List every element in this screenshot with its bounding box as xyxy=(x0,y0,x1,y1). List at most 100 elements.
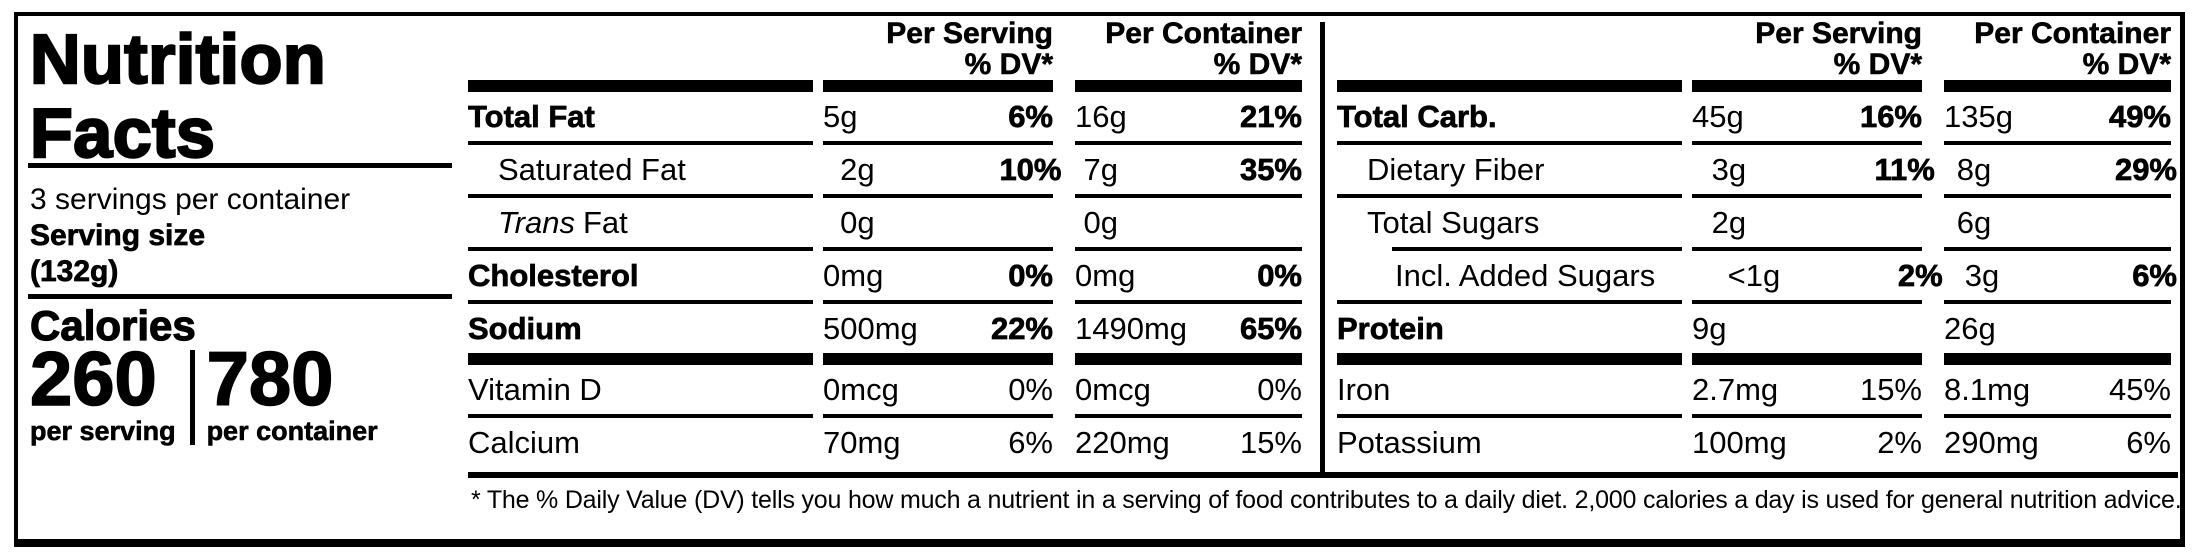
nutrient-row: Cholesterol 0mg 0% 0mg 0% xyxy=(468,251,1303,300)
amount-per-serving: <1g xyxy=(1727,257,1781,293)
thin-rule xyxy=(1337,141,2177,145)
dv-per-container: 0% xyxy=(1257,257,1303,293)
servings-per-container: 3 servings per container xyxy=(30,183,351,216)
nutrient-row: Trans Fat 0g 0g xyxy=(468,198,1302,247)
amount-per-serving: 500mg xyxy=(823,310,918,346)
amount-per-serving: 70mg xyxy=(823,424,901,460)
dv-per-container: 0% xyxy=(1257,371,1302,407)
calories-caption: per container xyxy=(206,416,378,446)
nutrient-row: Vitamin D 0mcg 0% 0mcg 0% xyxy=(468,365,1302,414)
per-serving-header: Per Serving xyxy=(886,17,1053,50)
amount-per-container: 3g xyxy=(1964,257,2000,293)
nutrient-panel-left: Per Serving Per Container % DV* % DV* To… xyxy=(468,16,1303,476)
nutrient-label: Total Carb. xyxy=(1337,98,1497,134)
nutrient-row: Total Fat 5g 6% 16g 21% xyxy=(468,92,1303,141)
thin-rule xyxy=(1337,414,2177,418)
calories-row: 260 per serving 780 per container xyxy=(29,337,378,446)
amount-per-serving: 45g xyxy=(1692,98,1744,134)
footnote: * The % Daily Value (DV) tells you how m… xyxy=(471,486,2182,514)
nutrient-row: Incl. Added Sugars <1g 2% 3g 6% xyxy=(1337,251,2177,300)
dv-per-serving: 16% xyxy=(1859,98,1923,134)
nutrient-label: Potassium xyxy=(1337,424,1482,460)
dv-per-serving: 22% xyxy=(990,310,1054,346)
amount-per-container: 0mcg xyxy=(1075,371,1151,407)
nutrient-label: Sodium xyxy=(468,310,582,346)
nutrient-row: Sodium 500mg 22% 1490mg 65% xyxy=(468,304,1303,353)
amount-per-container: 8g xyxy=(1956,151,1992,187)
dv-per-container: 49% xyxy=(2108,98,2172,134)
per-container-header: Per Container xyxy=(1105,17,1302,50)
nutrient-row: Total Carb. 45g 16% 135g 49% xyxy=(1337,92,2177,141)
thin-rule xyxy=(468,141,1302,145)
nutrient-label: Calcium xyxy=(468,424,580,460)
thick-rule xyxy=(468,353,1302,365)
calories-divider xyxy=(189,350,195,445)
amount-per-serving: 0mcg xyxy=(823,371,899,407)
nutrient-label: Iron xyxy=(1337,371,1391,407)
calories-per-container: 780 per container xyxy=(206,337,378,446)
nutrient-panel-right: Per Serving Per Container % DV* % DV* To… xyxy=(1337,16,2178,476)
amount-per-container: 6g xyxy=(1956,204,1992,240)
dv-per-serving: 0% xyxy=(1008,371,1053,407)
column-headers: Per Serving Per Container % DV* % DV* xyxy=(468,16,1302,81)
divider xyxy=(28,163,452,168)
dv-per-container: 65% xyxy=(1239,310,1303,346)
dv-per-serving: 0% xyxy=(1008,257,1054,293)
thick-rule xyxy=(468,80,1302,92)
thin-rule xyxy=(468,300,1302,304)
amount-per-serving: 100mg xyxy=(1692,424,1787,460)
amount-per-container: 0mg xyxy=(1075,257,1136,293)
amount-per-container: 7g xyxy=(1083,151,1118,187)
nutrient-row: Protein 9g 26g xyxy=(1337,304,2177,353)
dv-per-container: 15% xyxy=(1239,424,1302,460)
percent-dv-header: % DV* xyxy=(964,48,1053,81)
amount-per-container: 220mg xyxy=(1075,424,1170,460)
thick-rule xyxy=(1337,353,2177,365)
nutrient-label: Dietary Fiber xyxy=(1367,151,1545,187)
amount-per-serving: 0g xyxy=(840,204,875,240)
nutrient-label: Cholesterol xyxy=(468,257,639,293)
thin-rule xyxy=(468,194,1302,198)
amount-per-serving: 2g xyxy=(1711,204,1747,240)
serving-size-value: (132g) xyxy=(30,255,119,289)
amount-per-serving: 3g xyxy=(1711,151,1747,187)
percent-dv-header: % DV* xyxy=(1213,48,1302,81)
label-title: Nutrition Facts xyxy=(29,20,327,172)
nutrient-label: Incl. Added Sugars xyxy=(1395,257,1656,293)
dv-per-serving: 15% xyxy=(1859,371,1922,407)
nutrient-row: Calcium 70mg 6% 220mg 15% xyxy=(468,418,1302,467)
amount-per-container: 8.1mg xyxy=(1944,371,2031,407)
dv-per-container: 6% xyxy=(2132,257,2178,293)
nutrient-row: Saturated Fat 2g 10% 7g 35% xyxy=(468,145,1302,194)
footnote-divider xyxy=(468,472,2178,478)
dv-per-serving: 6% xyxy=(1008,424,1053,460)
divider xyxy=(28,294,452,299)
nutrient-label: Total Sugars xyxy=(1367,204,1540,240)
title-line-2: Facts xyxy=(29,94,216,172)
thick-rule xyxy=(1337,80,2177,92)
nutrient-label: Protein xyxy=(1337,310,1444,346)
thin-rule xyxy=(468,414,1302,418)
dv-per-serving: 11% xyxy=(1874,151,1935,187)
amount-per-container: 135g xyxy=(1944,98,2013,134)
calories-per-serving: 260 per serving xyxy=(29,341,176,446)
dv-per-container: 35% xyxy=(1239,151,1303,187)
title-line-1: Nutrition xyxy=(29,20,327,98)
amount-per-container: 26g xyxy=(1944,310,1996,346)
dv-per-container: 45% xyxy=(2108,371,2171,407)
label-info-panel: Nutrition Facts 3 servings per container… xyxy=(26,16,456,539)
nutrient-row: Total Sugars 2g 6g xyxy=(1337,198,2177,247)
thin-rule xyxy=(1337,300,2177,304)
column-headers: Per Serving Per Container % DV* % DV* xyxy=(1337,16,2177,81)
dv-per-container: 29% xyxy=(2114,151,2178,187)
nutrient-label: Total Fat xyxy=(468,98,596,134)
percent-dv-header: % DV* xyxy=(1833,48,1922,81)
calories-value: 780 xyxy=(206,337,334,422)
thin-rule xyxy=(468,247,1302,251)
dv-per-container: 21% xyxy=(1239,98,1303,134)
nutrient-row: Potassium 100mg 2% 290mg 6% xyxy=(1337,418,2177,467)
dv-per-serving: 10% xyxy=(999,151,1062,187)
amount-per-container: 0g xyxy=(1083,204,1118,240)
amount-per-serving: 0mg xyxy=(823,257,884,293)
